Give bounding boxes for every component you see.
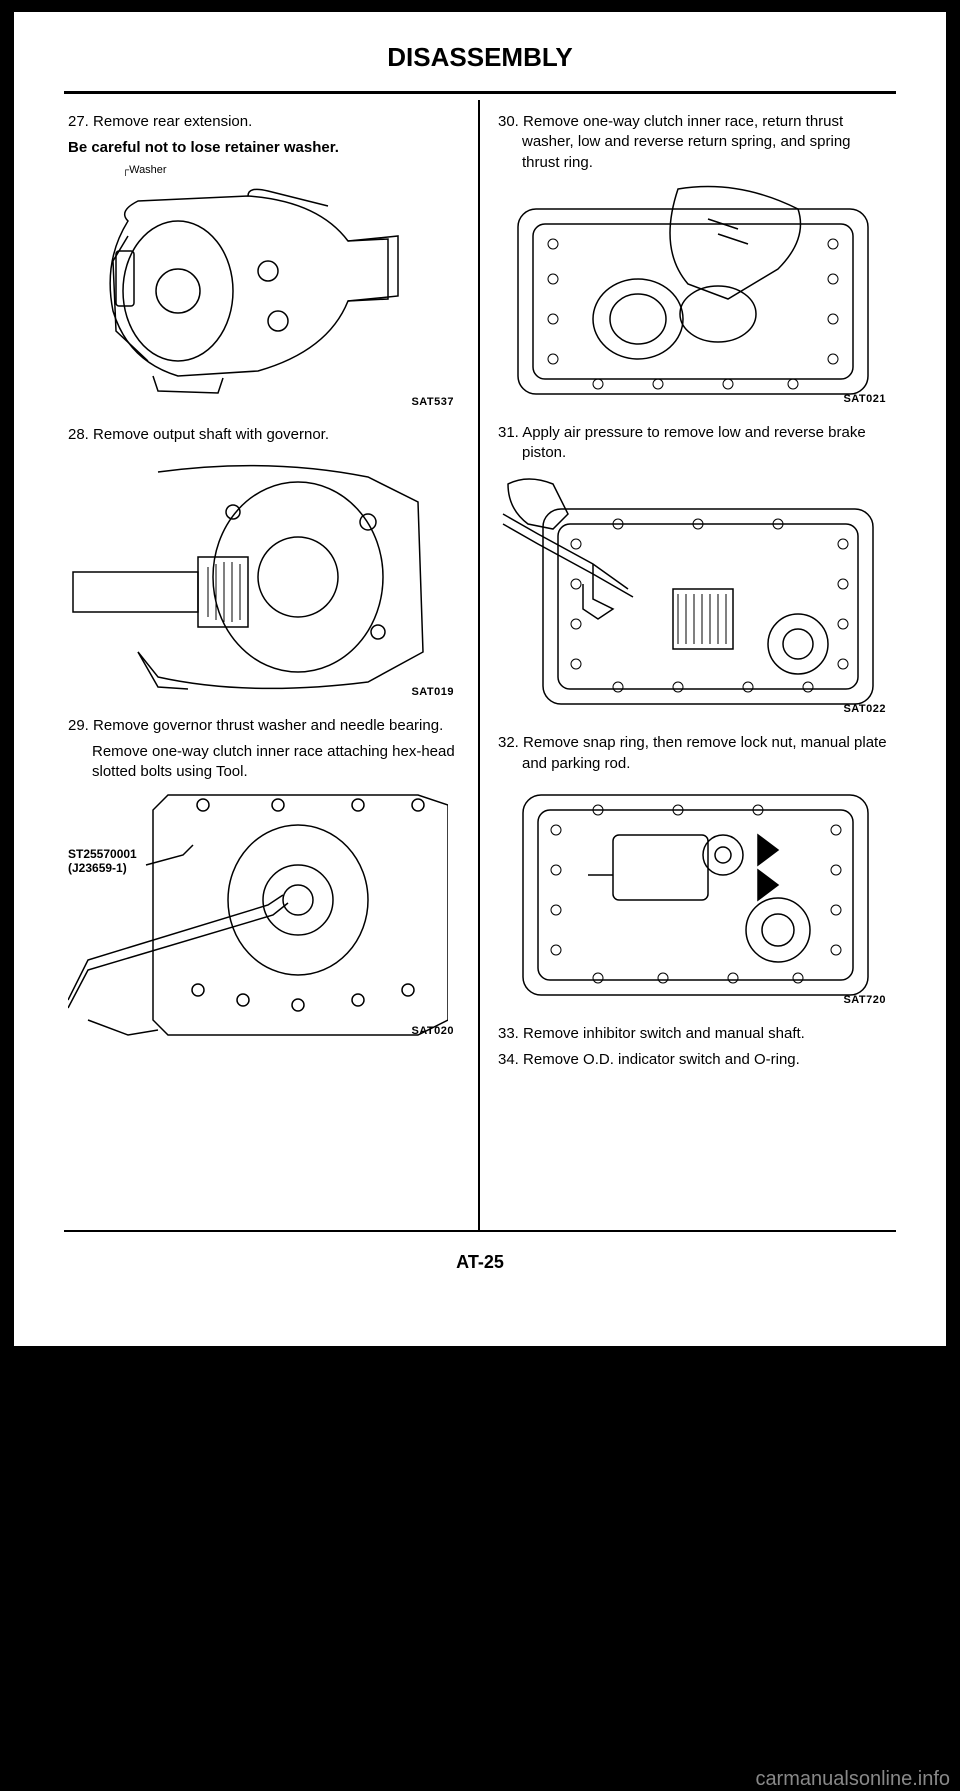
step-33: 33. Remove inhibitor switch and manual s… <box>498 1024 892 1044</box>
figure-5: SAT022 <box>498 469 892 719</box>
step-27: 27. Remove rear extension. <box>68 112 460 132</box>
step-num: 28. <box>68 426 89 443</box>
watermark: carmanualsonline.info <box>755 1768 950 1791</box>
figure-4: SAT021 <box>498 179 892 409</box>
step-text: Remove inhibitor switch and manual shaft… <box>523 1025 805 1042</box>
left-column: 27. Remove rear extension. Be careful no… <box>64 100 480 1230</box>
step-text: Remove output shaft with governor. <box>93 426 329 443</box>
step-29: 29. Remove governor thrust washer and ne… <box>68 716 460 736</box>
step-text: Remove snap ring, then remove lock nut, … <box>522 734 887 771</box>
step-num: 29. <box>68 717 89 734</box>
right-column: 30. Remove one-way clutch inner race, re… <box>480 100 896 1230</box>
step-30: 30. Remove one-way clutch inner race, re… <box>498 112 892 173</box>
step-num: 27. <box>68 113 89 130</box>
figure-2: SAT019 <box>68 452 460 702</box>
step-num: 30. <box>498 113 519 130</box>
columns-wrap: 27. Remove rear extension. Be careful no… <box>64 100 896 1230</box>
figure-3-caption: SAT020 <box>411 1024 454 1039</box>
page-title: DISASSEMBLY <box>64 42 896 73</box>
bottom-rule <box>64 1230 896 1232</box>
step-text: Remove O.D. indicator switch and O-ring. <box>523 1051 800 1068</box>
figure-6-caption: SAT720 <box>843 993 886 1008</box>
step-27-warning: Be careful not to lose retainer washer. <box>68 138 460 158</box>
tool-label: ST25570001 (J23659-1) <box>68 848 137 874</box>
figure-6: SAT720 <box>498 780 892 1010</box>
figure-1-caption: SAT537 <box>411 395 454 410</box>
figure-5-caption: SAT022 <box>843 702 886 717</box>
figure-3: ST25570001 (J23659-1) <box>68 790 460 1040</box>
figure-2-caption: SAT019 <box>411 685 454 700</box>
tool-label-1: ST25570001 <box>68 848 137 861</box>
step-text: Apply air pressure to remove low and rev… <box>522 424 866 461</box>
step-num: 34. <box>498 1051 519 1068</box>
step-text: Remove one-way clutch inner race, return… <box>522 113 851 171</box>
step-29b: Remove one-way clutch inner race attachi… <box>68 742 460 783</box>
step-num: 33. <box>498 1025 519 1042</box>
figure-1: SAT537 <box>68 181 460 411</box>
step-34: 34. Remove O.D. indicator switch and O-r… <box>498 1050 892 1070</box>
figure-4-caption: SAT021 <box>843 392 886 407</box>
washer-label: ┌Washer <box>122 163 460 178</box>
top-rule <box>64 91 896 94</box>
step-num: 31. <box>498 424 519 441</box>
step-num: 32. <box>498 734 519 751</box>
step-32: 32. Remove snap ring, then remove lock n… <box>498 733 892 774</box>
tool-label-2: (J23659-1) <box>68 862 137 875</box>
page-number: AT-25 <box>64 1252 896 1273</box>
washer-label-text: Washer <box>129 164 167 176</box>
step-31: 31. Apply air pressure to remove low and… <box>498 423 892 464</box>
step-28: 28. Remove output shaft with governor. <box>68 425 460 445</box>
step-text: Remove governor thrust washer and needle… <box>93 717 443 734</box>
step-text: Remove rear extension. <box>93 113 252 130</box>
